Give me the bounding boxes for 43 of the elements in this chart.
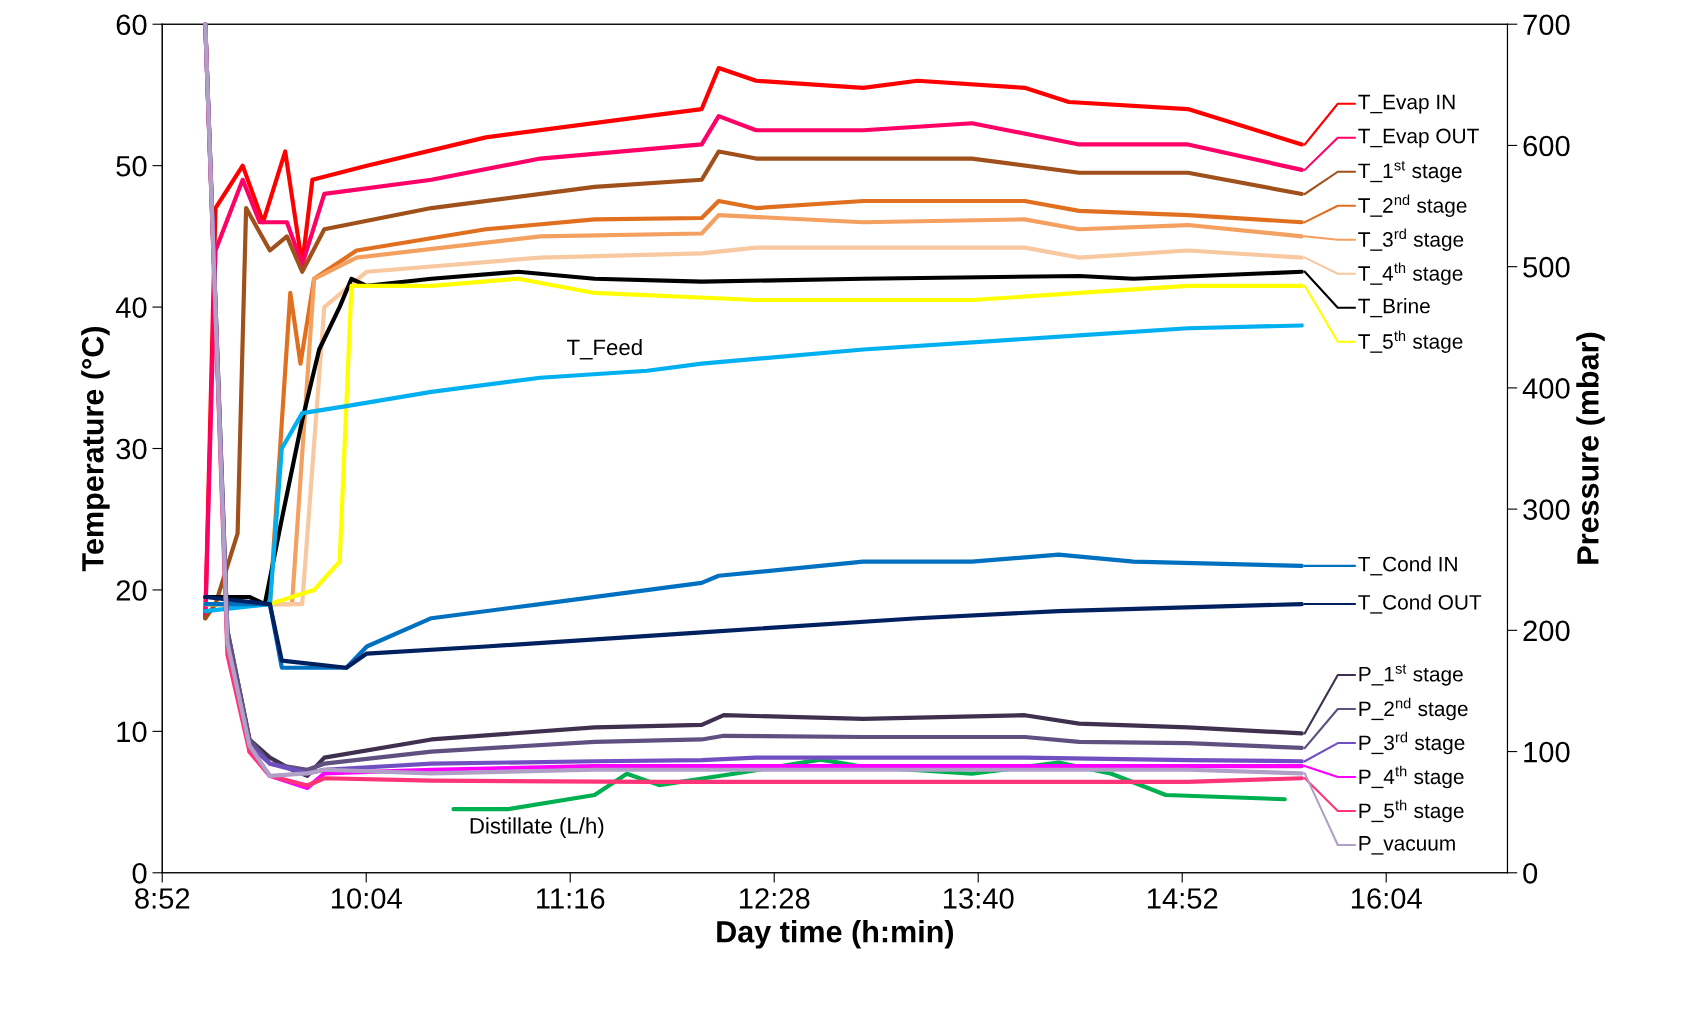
y2-tick-label: 700 — [1523, 14, 1570, 36]
annotation: T_Feed — [567, 338, 642, 360]
y2-tick-label: 400 — [1522, 378, 1570, 399]
y-tick-label: 50 — [116, 155, 147, 177]
text: P_5$^{th}$ stage — [1359, 799, 1464, 823]
x-tick-label: 13:40 — [943, 888, 1014, 909]
y2-tick-label: 600 — [1523, 135, 1570, 157]
x-tick-label: 14:52 — [1147, 888, 1218, 909]
x-tick-label: 11:16 — [537, 888, 605, 909]
text: T_5$^{th}$ stage — [1358, 330, 1463, 353]
y-tick-label: 10 — [117, 721, 147, 743]
y-axis-title: Temperature (°C) — [81, 327, 110, 572]
x-tick-label: 12:28 — [739, 888, 810, 909]
text: T_Brine — [1358, 298, 1430, 318]
y2-axis-title: Pressure (mbar) — [1576, 332, 1605, 564]
x-tick-label: 10:04 — [331, 888, 402, 909]
x-axis-title: Day time (h:min) — [717, 920, 954, 949]
y-tick-label: 40 — [115, 297, 147, 318]
legend-label: P_4$^{th}$ stage — [1359, 765, 1464, 789]
y-tick-label: 20 — [116, 580, 147, 601]
text: T_Evap OUT — [1358, 128, 1479, 148]
y2-tick-label: 200 — [1523, 620, 1570, 642]
legend-label: T_3$^{rd}$ stage — [1358, 228, 1464, 251]
y2-tick-label: 500 — [1523, 256, 1570, 278]
legend-label: T_1$^{st}$ stage — [1358, 160, 1462, 183]
y2-tick-label: 0 — [1523, 862, 1538, 884]
y-tick-label: 0 — [132, 862, 147, 884]
text: P_2$^{nd}$ stage — [1359, 697, 1468, 721]
y-tick-label: 30 — [116, 438, 147, 460]
legend-label: T_4$^{th}$ stage — [1358, 262, 1463, 285]
legend-label: T_Cond IN — [1358, 556, 1457, 576]
y-tick-label: 60 — [116, 14, 147, 36]
text: T_Evap IN — [1358, 94, 1455, 114]
legend-label: T_2$^{nd}$ stage — [1358, 194, 1467, 217]
annotation: Distillate (L/h) — [470, 817, 604, 839]
y2-tick-label: 300 — [1523, 499, 1570, 520]
legend-label: T_Cond OUT — [1358, 594, 1482, 614]
x-tick-label: 8:52 — [135, 888, 190, 909]
legend-label: P_3$^{rd}$ stage — [1359, 731, 1465, 755]
x-tick-label: 16:04 — [1351, 888, 1422, 909]
text: P_1$^{st}$ stage — [1359, 664, 1463, 686]
text: P_vacuum — [1359, 836, 1455, 855]
y2-tick-label: 100 — [1524, 741, 1570, 763]
